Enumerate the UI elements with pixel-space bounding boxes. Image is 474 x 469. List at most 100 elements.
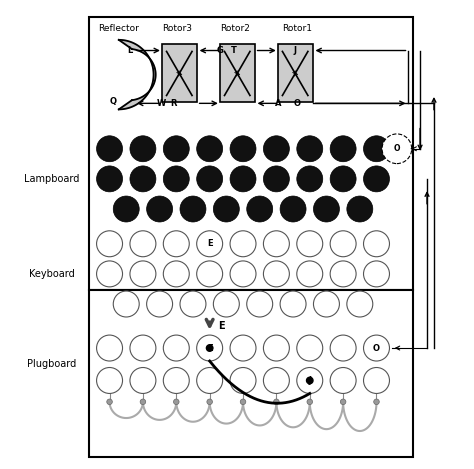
Circle shape <box>197 368 223 393</box>
Circle shape <box>330 166 356 192</box>
Text: W: W <box>157 99 166 108</box>
Circle shape <box>297 261 323 287</box>
Text: Reflector: Reflector <box>99 23 139 33</box>
Circle shape <box>364 136 390 162</box>
Circle shape <box>297 166 323 192</box>
Circle shape <box>364 335 390 361</box>
Circle shape <box>164 368 189 393</box>
Bar <box>89 290 413 457</box>
Circle shape <box>180 291 206 317</box>
Circle shape <box>247 291 273 317</box>
Circle shape <box>264 231 289 257</box>
Circle shape <box>247 196 273 222</box>
Circle shape <box>240 399 246 405</box>
Circle shape <box>173 399 179 405</box>
Circle shape <box>230 261 256 287</box>
Text: J: J <box>293 46 296 55</box>
Circle shape <box>97 261 123 287</box>
Circle shape <box>197 335 223 361</box>
Circle shape <box>206 345 213 351</box>
Circle shape <box>164 136 189 162</box>
Circle shape <box>97 166 123 192</box>
Circle shape <box>330 261 356 287</box>
Bar <box>89 17 413 290</box>
Text: Lampboard: Lampboard <box>24 174 79 184</box>
Circle shape <box>146 291 173 317</box>
Circle shape <box>213 196 239 222</box>
Circle shape <box>264 368 289 393</box>
Circle shape <box>130 231 156 257</box>
Circle shape <box>164 166 189 192</box>
Circle shape <box>297 335 323 361</box>
Circle shape <box>97 335 123 361</box>
Text: Rotor2: Rotor2 <box>220 23 250 33</box>
Circle shape <box>382 134 412 164</box>
Circle shape <box>197 261 223 287</box>
Text: L: L <box>127 46 132 55</box>
Circle shape <box>130 335 156 361</box>
Text: O: O <box>373 344 380 353</box>
Circle shape <box>364 166 390 192</box>
Circle shape <box>97 231 123 257</box>
Circle shape <box>330 231 356 257</box>
Circle shape <box>307 399 312 405</box>
Text: Rotor1: Rotor1 <box>282 23 312 33</box>
Circle shape <box>230 136 256 162</box>
Circle shape <box>330 368 356 393</box>
Circle shape <box>280 291 306 317</box>
Text: T: T <box>231 46 237 55</box>
Text: O: O <box>294 99 301 108</box>
Circle shape <box>113 196 139 222</box>
Circle shape <box>107 399 112 405</box>
Circle shape <box>113 291 139 317</box>
Circle shape <box>374 399 379 405</box>
Circle shape <box>364 231 390 257</box>
Circle shape <box>364 368 390 393</box>
Circle shape <box>197 136 223 162</box>
Text: Keyboard: Keyboard <box>29 269 74 279</box>
Text: G: G <box>217 46 223 55</box>
Circle shape <box>347 196 373 222</box>
Circle shape <box>164 335 189 361</box>
Text: O: O <box>393 144 400 153</box>
Circle shape <box>307 377 313 384</box>
Circle shape <box>313 291 339 317</box>
Circle shape <box>264 166 289 192</box>
Text: A: A <box>274 99 281 108</box>
Circle shape <box>197 166 223 192</box>
Circle shape <box>273 399 279 405</box>
Circle shape <box>130 166 156 192</box>
Circle shape <box>264 335 289 361</box>
Circle shape <box>330 136 356 162</box>
Circle shape <box>297 136 323 162</box>
Text: Rotor3: Rotor3 <box>162 23 192 33</box>
Polygon shape <box>119 40 155 109</box>
Circle shape <box>164 231 189 257</box>
Circle shape <box>140 399 146 405</box>
Text: Plugboard: Plugboard <box>27 359 76 369</box>
Circle shape <box>340 399 346 405</box>
Circle shape <box>230 368 256 393</box>
Circle shape <box>264 261 289 287</box>
Circle shape <box>97 136 123 162</box>
Text: E: E <box>207 239 212 248</box>
Bar <box>278 45 312 102</box>
Circle shape <box>297 368 323 393</box>
Circle shape <box>130 136 156 162</box>
Circle shape <box>180 196 206 222</box>
Circle shape <box>364 261 390 287</box>
Circle shape <box>146 196 173 222</box>
Circle shape <box>97 368 123 393</box>
Circle shape <box>280 196 306 222</box>
Circle shape <box>130 261 156 287</box>
Circle shape <box>207 399 212 405</box>
Circle shape <box>230 335 256 361</box>
Circle shape <box>130 368 156 393</box>
Circle shape <box>197 231 223 257</box>
Circle shape <box>230 231 256 257</box>
Circle shape <box>264 136 289 162</box>
Text: R: R <box>170 99 176 108</box>
Circle shape <box>164 261 189 287</box>
Circle shape <box>330 335 356 361</box>
Circle shape <box>297 231 323 257</box>
